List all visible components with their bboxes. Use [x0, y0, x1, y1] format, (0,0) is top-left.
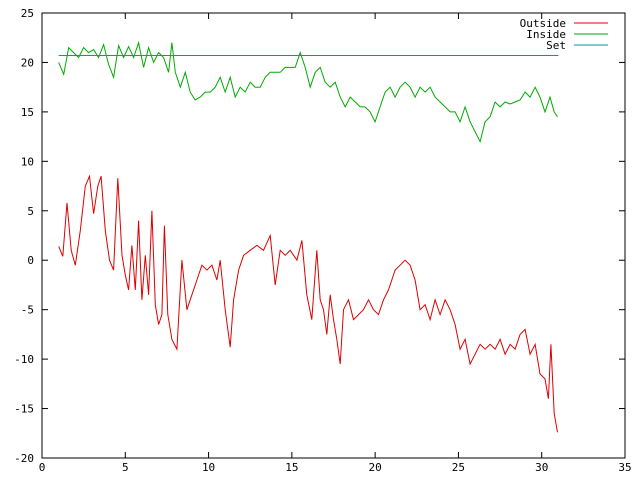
legend-label-inside: Inside: [526, 28, 566, 41]
x-tick-label: 25: [452, 461, 465, 474]
x-tick-label: 15: [285, 461, 298, 474]
y-tick-label: -10: [14, 353, 34, 366]
y-tick-label: 25: [21, 7, 34, 20]
series-line-inside: [58, 40, 558, 144]
legend-label-outside: Outside: [520, 17, 566, 30]
series-group: [58, 40, 559, 433]
x-tick-label: 30: [535, 461, 548, 474]
y-tick-label: -5: [21, 304, 34, 317]
x-tick-label: 5: [122, 461, 129, 474]
y-tick-label: -20: [14, 452, 34, 465]
x-tick-label: 10: [202, 461, 215, 474]
y-tick-label: 5: [27, 205, 34, 218]
x-tick-label: 20: [369, 461, 382, 474]
legend-label-set: Set: [546, 39, 566, 52]
y-tick-label: 0: [27, 254, 34, 267]
y-tick-label: 15: [21, 106, 34, 119]
series-line-outside: [58, 174, 558, 433]
x-tick-label: 35: [618, 461, 631, 474]
y-tick-label: -15: [14, 403, 34, 416]
x-tick-label: 0: [39, 461, 46, 474]
y-tick-label: 20: [21, 56, 34, 69]
axis-ticks: 0 5 10 15 20 25 30 35 -20 -15 -10 -5 0 5 10 15 20 25: [14, 7, 632, 474]
y-tick-label: 10: [21, 155, 34, 168]
plot-frame: [41, 12, 626, 459]
